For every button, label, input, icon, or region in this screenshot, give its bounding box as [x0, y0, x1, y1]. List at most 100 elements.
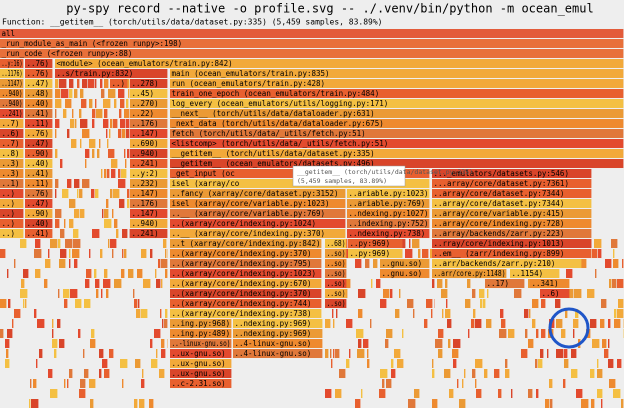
frame — [347, 199, 430, 208]
frame-sliver — [356, 329, 364, 338]
frame-sliver — [44, 279, 48, 288]
frame-label: ..3) — [2, 169, 20, 178]
frame-label: ..6) — [542, 289, 560, 298]
frame-sliver — [103, 99, 111, 108]
frame-sliver — [413, 309, 415, 318]
frame — [510, 269, 560, 278]
frame-sliver — [379, 389, 386, 398]
frame — [130, 159, 168, 168]
frame — [25, 89, 53, 98]
frame-sliver — [74, 179, 80, 188]
frame-label: ..ux-gnu.so) — [172, 369, 226, 378]
frame-label: ..y:2) — [132, 169, 159, 178]
frame — [325, 269, 347, 278]
frame — [380, 269, 430, 278]
frame-sliver — [95, 99, 97, 108]
frame — [25, 169, 53, 178]
frame-sliver — [92, 119, 95, 128]
frame-sliver — [325, 319, 331, 328]
frame-label: ..rray/core/indexing.py:1013) — [434, 239, 565, 248]
frame-label: ..gnu.so) — [382, 269, 423, 278]
frame — [485, 279, 525, 288]
frame-sliver — [100, 79, 103, 88]
frame-sliver — [67, 379, 69, 388]
frame-sliver — [587, 289, 595, 298]
frame-label: ..(xarray/core/indexing.py:1024) — [172, 219, 317, 228]
frame-sliver — [332, 309, 334, 318]
frame — [130, 129, 168, 138]
frames: all_run_module_as_main (<frozen runpy>:1… — [0, 29, 624, 408]
frame-label: ..11) — [27, 179, 50, 188]
frame-sliver — [29, 399, 31, 408]
frame-sliver — [124, 249, 127, 258]
frame-sliver — [475, 319, 482, 328]
frame-sliver — [79, 389, 86, 398]
frame-label: ..arr/backends/zarr.py:210) — [434, 259, 556, 268]
frame-sliver — [109, 349, 114, 358]
frame-sliver — [54, 349, 57, 358]
frame-label: ..3) — [2, 159, 20, 168]
frame-sliver — [385, 339, 389, 348]
frame-sliver — [357, 349, 365, 358]
frame-label: ..array/core/indexing.py:728) — [434, 219, 565, 228]
frame — [0, 129, 24, 138]
frame-sliver — [99, 369, 102, 378]
frame-label: ..__ (xarray/core/variable.py:769) — [172, 209, 326, 218]
frame — [130, 179, 168, 188]
frame-sliver — [104, 79, 109, 88]
frame — [0, 149, 24, 158]
frame — [0, 139, 24, 148]
frame-sliver — [34, 249, 42, 258]
frame-label: ...array/core/dataset.py:7361) — [434, 179, 569, 188]
frame — [130, 219, 168, 228]
frame-label: __next__ (torch/utils/data/dataloader.py… — [172, 109, 375, 118]
frame-sliver — [114, 99, 117, 108]
frame-sliver — [95, 279, 100, 288]
frame-sliver — [592, 249, 598, 258]
frame — [170, 69, 624, 78]
frame-sliver — [165, 309, 168, 318]
frame-sliver — [127, 189, 130, 198]
frame-sliver — [82, 129, 90, 138]
frame-sliver — [23, 269, 29, 278]
frame-sliver — [473, 309, 476, 318]
tooltip-samples: (5,459 samples, 83.89%) — [297, 177, 387, 185]
frame-label: ..._emulators/datasets.py:546) — [434, 169, 569, 178]
frame-sliver — [55, 209, 62, 218]
frame-label: ..ing.py:489) — [172, 329, 231, 338]
frame-sliver — [55, 219, 60, 228]
frame-sliver — [605, 259, 612, 268]
frame-sliver — [613, 259, 619, 268]
frame — [170, 269, 322, 278]
frame-sliver — [110, 239, 117, 248]
frame-label: ..22) — [132, 109, 155, 118]
frame-sliver — [333, 319, 335, 328]
frame-sliver — [370, 319, 372, 328]
frame-sliver — [363, 339, 369, 348]
frame-sliver — [84, 369, 89, 378]
frame-sliver — [565, 309, 568, 318]
frame — [170, 379, 232, 388]
frame — [25, 199, 53, 208]
tooltip: __getitem__ (torch/utils/data/dataset.py… — [292, 165, 473, 187]
frame-label: ..-linux-gnu.so) — [172, 339, 231, 348]
frame-label: ..7) — [2, 119, 20, 128]
frame-sliver — [563, 379, 566, 388]
frame — [170, 279, 322, 288]
frame — [130, 89, 168, 98]
frame-sliver — [150, 249, 153, 258]
frame-sliver — [14, 309, 21, 318]
frame — [432, 189, 592, 198]
frame — [347, 219, 430, 228]
frame — [170, 129, 624, 138]
frame-sliver — [8, 299, 11, 308]
frame-sliver — [472, 289, 476, 298]
frame-label: __getitem__ (ocean_emulators/datasets.py… — [172, 159, 375, 168]
frame-sliver — [96, 289, 99, 298]
frame-sliver — [441, 289, 448, 298]
frame-sliver — [160, 309, 162, 318]
frame-sliver — [418, 249, 421, 258]
frame-sliver — [55, 179, 59, 188]
frame-sliver — [501, 319, 506, 328]
frame-sliver — [78, 329, 81, 338]
